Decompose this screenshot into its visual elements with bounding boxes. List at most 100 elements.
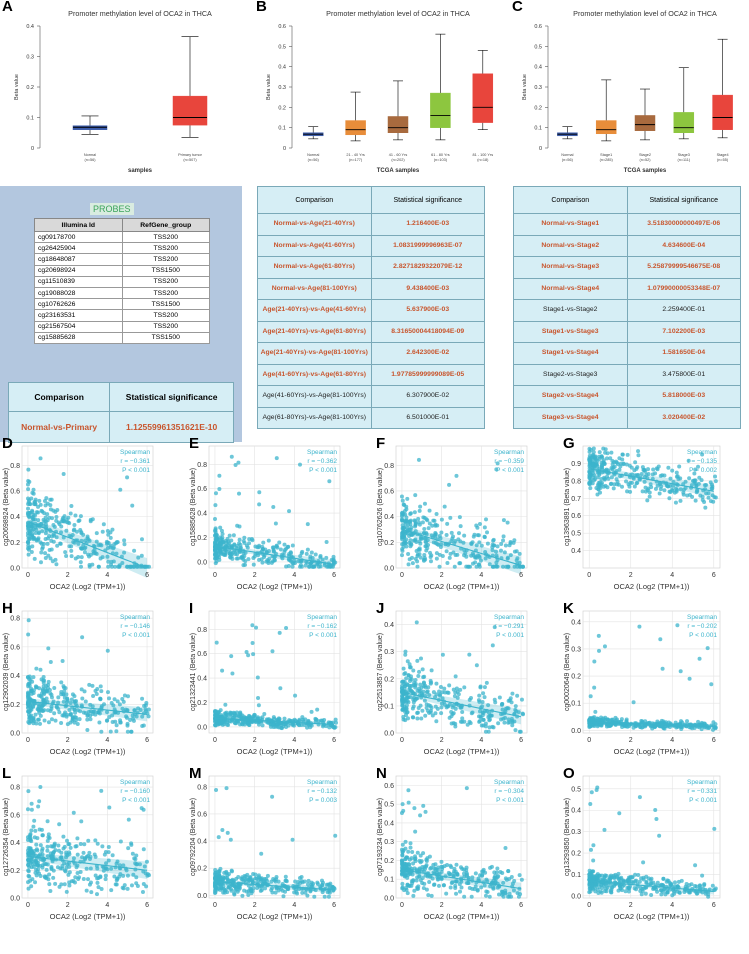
data-point — [278, 547, 283, 552]
data-point — [90, 517, 95, 522]
data-point — [625, 452, 630, 457]
data-point — [694, 483, 699, 488]
spearman-label: Spearman — [307, 449, 337, 456]
data-point — [510, 691, 515, 696]
data-point — [401, 541, 406, 546]
data-point — [61, 834, 66, 839]
data-point — [43, 531, 48, 536]
data-point — [449, 539, 454, 544]
data-point — [39, 691, 44, 696]
data-point — [64, 528, 69, 533]
data-point — [284, 626, 289, 631]
data-point — [515, 556, 520, 561]
data-point — [452, 564, 457, 569]
data-point — [451, 534, 456, 539]
data-point — [643, 489, 648, 494]
data-point — [597, 472, 602, 477]
data-point — [713, 479, 718, 484]
data-point — [634, 724, 639, 729]
data-point — [27, 536, 32, 541]
x-tick-label: Normal — [84, 153, 96, 157]
data-point — [408, 538, 413, 543]
data-point — [621, 461, 626, 466]
y-tick-label: 0.6 — [384, 783, 394, 790]
data-point — [410, 706, 415, 711]
data-point — [39, 694, 44, 699]
y-tick-label: 0.5 — [534, 44, 542, 50]
data-point — [422, 527, 427, 532]
data-point — [421, 803, 426, 808]
data-point — [309, 709, 314, 714]
data-point — [54, 704, 59, 709]
data-point — [324, 539, 329, 544]
data-point — [653, 486, 658, 491]
data-point — [588, 847, 593, 852]
data-point — [326, 882, 331, 887]
data-point — [100, 529, 105, 534]
data-point — [439, 517, 444, 522]
data-point — [246, 653, 251, 658]
y-tick-label: 0 — [31, 146, 34, 152]
data-point — [611, 465, 616, 470]
data-point — [260, 723, 265, 728]
x-tick-label: Stage3 — [678, 153, 690, 157]
data-point — [595, 458, 600, 463]
data-point — [283, 874, 288, 879]
data-point — [469, 553, 474, 558]
data-point — [462, 533, 467, 538]
data-point — [402, 682, 407, 687]
data-point — [624, 462, 629, 467]
data-point — [410, 715, 415, 720]
data-point — [447, 683, 452, 688]
spearman-r: r = −0.160 — [120, 788, 150, 795]
data-point — [609, 884, 614, 889]
data-point — [445, 863, 450, 868]
data-point — [42, 874, 47, 879]
spearman-p: P < 0.001 — [689, 797, 717, 804]
data-point — [87, 850, 92, 855]
data-point — [90, 562, 95, 567]
data-point — [105, 710, 110, 715]
data-point — [492, 697, 497, 702]
data-point — [67, 544, 72, 549]
data-point — [449, 530, 454, 535]
table-c-pvalue: 2.259400E-01 — [626, 299, 741, 322]
data-point — [706, 495, 711, 500]
data-point — [500, 891, 505, 896]
data-point — [40, 846, 45, 851]
y-tick-label: 0.4 — [10, 514, 20, 521]
data-point — [72, 699, 77, 704]
table-row: cg21567504 TSS200 — [34, 320, 210, 333]
probe-refgene-group: TSS200 — [121, 320, 210, 333]
data-point — [408, 511, 413, 516]
data-point — [69, 554, 74, 559]
data-point — [28, 704, 33, 709]
data-point — [661, 876, 666, 881]
data-point — [229, 538, 234, 543]
data-point — [220, 827, 225, 832]
data-point — [611, 486, 616, 491]
data-point — [595, 724, 600, 729]
x-tick-count: (n=18) — [477, 158, 489, 162]
data-point — [596, 487, 601, 492]
scatter-D: Spearman r = −0.361 P < 0.001 0 2 4 6 0.0 0.2 0.4… — [2, 435, 154, 591]
panel-label: I — [189, 600, 193, 617]
data-point — [104, 718, 109, 723]
data-point — [244, 889, 249, 894]
data-point — [451, 550, 456, 555]
data-point — [488, 865, 493, 870]
y-axis-label: Beta value — [522, 74, 528, 100]
data-point — [111, 703, 116, 708]
data-point — [595, 785, 600, 790]
y-tick-label: 0.2 — [197, 700, 207, 707]
table-c-comparison: Stage1-vs-Stage4 — [513, 342, 628, 365]
data-point — [65, 838, 70, 843]
data-point — [33, 530, 38, 535]
data-point — [316, 564, 321, 569]
data-point — [269, 560, 274, 565]
data-point — [44, 696, 49, 701]
table-c-pvalue: 5.25879999546675E-08 — [626, 256, 741, 279]
x-tick-label: 4 — [105, 902, 109, 909]
data-point — [64, 553, 69, 558]
data-point — [89, 890, 94, 895]
